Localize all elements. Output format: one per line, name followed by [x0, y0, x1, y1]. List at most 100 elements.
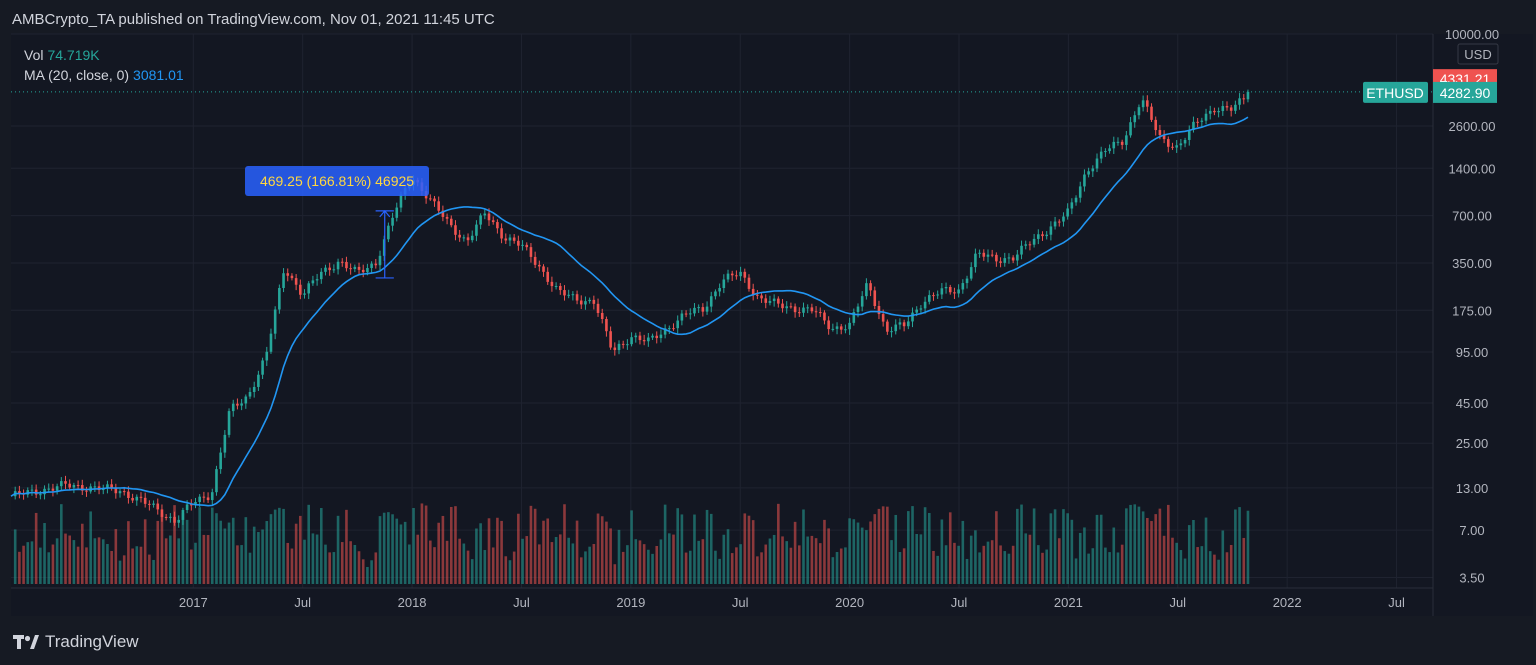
candle-body [647, 337, 650, 342]
candle [571, 291, 575, 301]
candle-body [571, 294, 575, 296]
candle-body [907, 321, 910, 327]
candle [93, 481, 97, 492]
candle-body [80, 485, 84, 491]
candle-body [852, 312, 856, 323]
candle [311, 275, 315, 286]
volume-bar [1024, 533, 1028, 584]
candle [793, 303, 797, 318]
volume-bar [139, 546, 143, 584]
candle-body [47, 488, 51, 490]
volume-bar [718, 558, 721, 584]
candle-body [491, 220, 495, 223]
candle [797, 307, 801, 317]
candle-body [865, 283, 868, 297]
candle [768, 295, 772, 306]
volume-bar [496, 517, 499, 584]
candle [261, 357, 264, 380]
candle-body [479, 215, 482, 225]
candle-body [311, 280, 315, 284]
volume-bar [143, 519, 147, 584]
volume-bar [668, 533, 671, 584]
candle-body [705, 306, 709, 312]
volume-bar [219, 520, 222, 584]
candle-body [437, 201, 440, 211]
currency-box [1457, 43, 1499, 65]
volume-bar [655, 545, 659, 584]
candle [135, 494, 139, 506]
candle [114, 483, 118, 499]
candle [1020, 240, 1023, 260]
candle [508, 234, 512, 247]
candle-body [781, 303, 784, 309]
candle-body [818, 312, 822, 314]
candle [307, 281, 311, 300]
candle-body [143, 497, 147, 504]
candle [676, 315, 679, 334]
volume-bar [1057, 538, 1061, 584]
volume-bar [1238, 507, 1241, 584]
volume-bar [948, 512, 952, 584]
volume-bar [51, 544, 55, 584]
candle-body [1028, 244, 1032, 246]
volume-bar [894, 514, 898, 584]
x-tick-label: Jul [294, 595, 311, 610]
candle [55, 483, 59, 495]
last-price-tag: 4282.90 [1433, 81, 1497, 103]
volume-bar [349, 541, 352, 584]
volume-bar [986, 541, 990, 584]
volume-bar [831, 557, 835, 584]
candle-body [1204, 113, 1208, 121]
volume-bar [391, 514, 394, 584]
candle-body [521, 244, 524, 246]
candle [269, 328, 273, 354]
candle [148, 500, 151, 511]
candle-body [848, 322, 851, 330]
chart-panel[interactable] [11, 34, 1533, 616]
candle [236, 398, 239, 410]
candle [948, 284, 952, 295]
volume-bar [982, 545, 986, 584]
candle [139, 492, 143, 503]
y-axis: 10000.00 2600.00 1400.00 700.00 350.00 175.00… [1445, 27, 1499, 585]
volume-bar [1196, 547, 1199, 584]
candle-body [353, 266, 357, 270]
candle-body [558, 285, 562, 291]
candle [886, 319, 889, 335]
tradingview-footer[interactable]: TradingView [13, 632, 139, 652]
last-price-tag-box [1433, 81, 1497, 103]
candle-body [395, 207, 399, 218]
candle-body [1066, 208, 1069, 217]
candle-body [294, 278, 298, 285]
candle [718, 283, 721, 297]
candle [961, 279, 965, 294]
ma-legend: MA (20, close, 0) 3081.01 [24, 65, 184, 85]
candle [483, 209, 487, 220]
candle-body [429, 198, 432, 200]
candle [785, 301, 789, 314]
candle [156, 498, 160, 515]
candle [747, 274, 751, 292]
candle [1091, 165, 1095, 177]
volume-bar [227, 522, 231, 584]
volume-bar [781, 536, 784, 584]
candle [1150, 103, 1153, 122]
volume-bar [315, 534, 319, 584]
candle [701, 303, 705, 317]
volume-bar [412, 507, 415, 584]
volume-bar [252, 526, 256, 584]
candle [609, 326, 612, 350]
candle [596, 298, 600, 317]
candle [72, 482, 76, 494]
candle-body [236, 403, 239, 406]
x-tick-label: Jul [732, 595, 749, 610]
volume-bar [152, 559, 155, 584]
volume-bar [1166, 504, 1170, 584]
candle [462, 234, 466, 242]
candle-body [638, 335, 642, 341]
x-tick-label: Jul [1169, 595, 1186, 610]
candle [278, 284, 281, 314]
candle [911, 307, 914, 328]
candle-body [122, 491, 126, 493]
